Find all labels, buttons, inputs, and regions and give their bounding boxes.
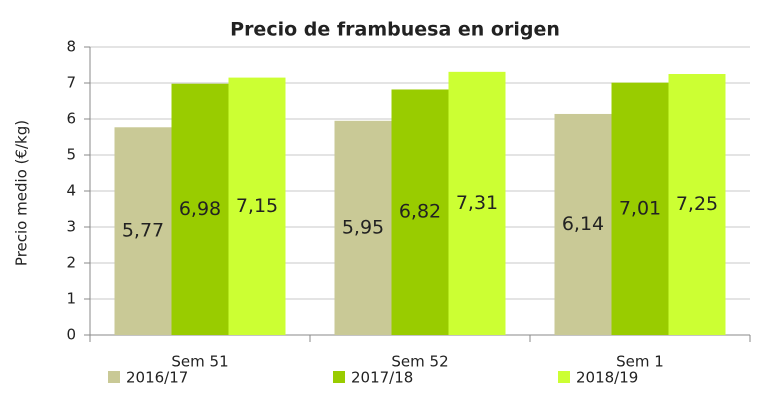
- bar: [114, 127, 172, 335]
- y-tick-label: 3: [66, 218, 76, 236]
- x-tick-label: Sem 1: [616, 353, 664, 371]
- value-label: 6,14: [562, 213, 604, 235]
- y-tick-label: 6: [66, 110, 76, 128]
- legend-swatch: [333, 371, 345, 383]
- y-tick-label: 1: [66, 290, 76, 308]
- y-axis-title: Precio medio (€/kg): [13, 120, 31, 266]
- x-tick-label: Sem 51: [171, 353, 228, 371]
- legend-swatch: [108, 371, 120, 383]
- y-tick-label: 8: [66, 38, 76, 56]
- value-label: 7,15: [236, 195, 278, 217]
- bar: [448, 71, 506, 335]
- legend-label: 2017/18: [351, 369, 413, 387]
- bar: [228, 77, 286, 335]
- value-label: 6,82: [399, 201, 441, 223]
- chart-title: Precio de frambuesa en origen: [230, 19, 560, 41]
- bar: [334, 120, 392, 335]
- bar: [171, 83, 229, 335]
- legend-label: 2018/19: [576, 369, 638, 387]
- x-tick-label: Sem 52: [391, 353, 448, 371]
- bar: [554, 113, 612, 336]
- value-label: 5,95: [342, 216, 384, 238]
- value-label: 7,25: [676, 193, 718, 215]
- y-tick-label: 7: [66, 74, 76, 92]
- y-tick-label: 0: [66, 326, 76, 344]
- value-label: 6,98: [179, 198, 221, 220]
- bar: [668, 74, 726, 335]
- value-label: 5,77: [122, 220, 164, 242]
- y-tick-label: 4: [66, 182, 76, 200]
- bar: [611, 82, 669, 335]
- y-tick-label: 5: [66, 146, 76, 164]
- legend-label: 2016/17: [126, 369, 188, 387]
- legend-swatch: [558, 371, 570, 383]
- bar: [391, 89, 449, 335]
- value-label: 7,31: [456, 192, 498, 214]
- y-tick-label: 2: [66, 254, 76, 272]
- value-label: 7,01: [619, 197, 661, 219]
